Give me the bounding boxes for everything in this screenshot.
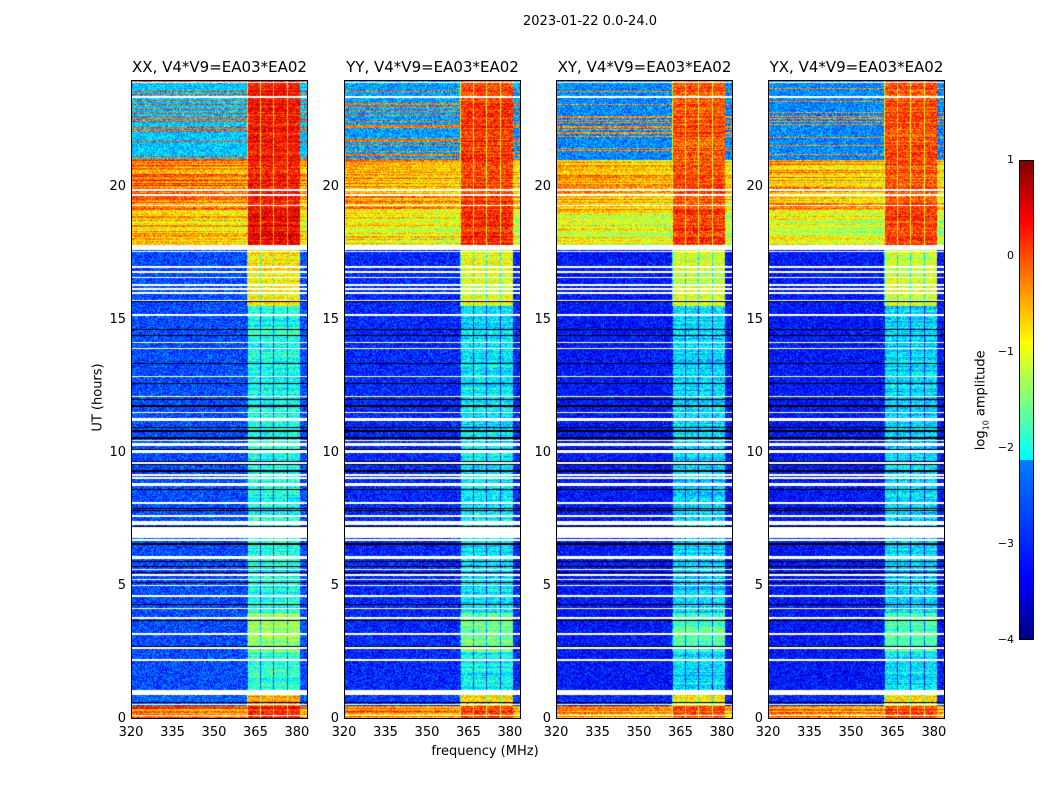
- y-tick-label: 5: [330, 577, 339, 593]
- y-tick-label: 20: [109, 178, 126, 194]
- spectrogram-image: [556, 80, 733, 719]
- panel-title: YY, V4*V9=EA03*EA02: [346, 58, 519, 76]
- colorbar: [1019, 160, 1034, 640]
- y-tick-label: 10: [322, 444, 339, 460]
- x-tick-label: 350: [626, 725, 652, 740]
- y-tick-label: 15: [746, 311, 763, 327]
- x-tick-label: 365: [456, 725, 481, 740]
- y-tick-label: 20: [746, 178, 763, 194]
- x-tick-label: 335: [160, 725, 185, 740]
- y-tick-label: 5: [117, 577, 126, 593]
- x-tick-label: 350: [201, 725, 227, 740]
- x-tick-label: 365: [243, 725, 268, 740]
- panel-title: XX, V4*V9=EA03*EA02: [132, 58, 307, 76]
- y-tick-label: 0: [330, 711, 339, 726]
- y-tick-label: 0: [117, 711, 126, 726]
- x-tick-label: 380: [497, 725, 523, 740]
- y-tick-label: 10: [746, 444, 763, 460]
- y-axis-label: UT (hours): [90, 363, 106, 432]
- colorbar-tick: −1: [997, 345, 1014, 358]
- x-tick-label: 320: [755, 725, 781, 740]
- spectrogram-panel: YX, V4*V9=EA03*EA02 320 335 350 365 380 0 5 10 15…: [746, 58, 946, 740]
- y-tick-label: 0: [542, 711, 551, 726]
- spectrogram-image: [768, 80, 945, 719]
- colorbar-tick: −3: [997, 537, 1014, 550]
- y-tick-label: 20: [322, 178, 339, 194]
- colorbar-label: log10 amplitude: [973, 350, 991, 451]
- colorbar-tick: −2: [997, 441, 1014, 454]
- x-tick-label: 320: [331, 725, 357, 740]
- axes-frame: [131, 80, 308, 719]
- x-tick-label: 335: [373, 725, 398, 740]
- figure-title: 2023-01-22 0.0-24.0: [523, 14, 657, 29]
- y-tick-label: 0: [754, 711, 763, 726]
- colorbar-tick: −4: [997, 633, 1014, 646]
- x-tick-label: 320: [543, 725, 569, 740]
- y-tick-label: 15: [322, 311, 339, 327]
- spectrogram-panel: XX, V4*V9=EA03*EA02 320 335 350 365 380 0 5 10 15…: [109, 58, 309, 740]
- axes-frame: [344, 80, 521, 719]
- x-tick-label: 365: [668, 725, 693, 740]
- x-tick-label: 350: [838, 725, 864, 740]
- y-tick-label: 10: [109, 444, 126, 460]
- panel-title: XY, V4*V9=EA03*EA02: [557, 58, 732, 76]
- y-tick-label: 5: [542, 577, 551, 593]
- y-tick-label: 15: [534, 311, 551, 327]
- x-tick-label: 335: [797, 725, 822, 740]
- x-tick-label: 380: [709, 725, 735, 740]
- x-tick-label: 380: [284, 725, 310, 740]
- x-tick-label: 380: [921, 725, 947, 740]
- axes-frame: [556, 80, 733, 719]
- y-tick-label: 15: [109, 311, 126, 327]
- spectrogram-image: [131, 80, 308, 719]
- axes-frame: [768, 80, 945, 719]
- x-tick-label: 350: [414, 725, 440, 740]
- x-tick-label: 365: [880, 725, 905, 740]
- x-tick-label: 335: [585, 725, 610, 740]
- y-tick-label: 10: [534, 444, 551, 460]
- colorbar-tick: 0: [1007, 249, 1014, 262]
- panel-title: YX, V4*V9=EA03*EA02: [769, 58, 944, 76]
- colorbar-tick: 1: [1007, 153, 1014, 166]
- spectrogram-panel: XY, V4*V9=EA03*EA02 320 335 350 365 380 0 5 10 15…: [534, 58, 734, 740]
- x-tick-label: 320: [118, 725, 144, 740]
- spectrogram-image: [344, 80, 521, 719]
- y-tick-label: 5: [754, 577, 763, 593]
- x-axis-label: frequency (MHz): [431, 744, 539, 759]
- spectrogram-panel: YY, V4*V9=EA03*EA02 320 335 350 365 380 0 5 10 15…: [322, 58, 522, 740]
- y-tick-label: 20: [534, 178, 551, 194]
